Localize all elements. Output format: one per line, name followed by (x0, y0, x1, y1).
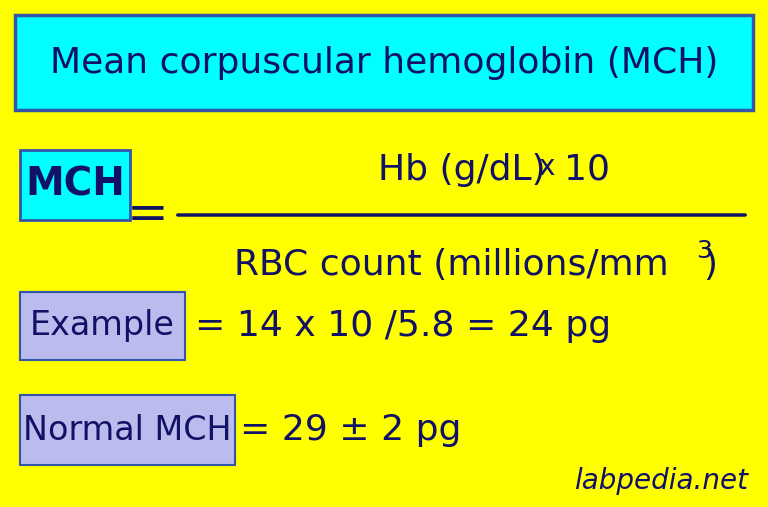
Text: 3: 3 (696, 239, 712, 263)
FancyBboxPatch shape (20, 150, 130, 220)
Text: ): ) (703, 248, 717, 282)
FancyBboxPatch shape (15, 15, 753, 110)
Text: Normal MCH: Normal MCH (23, 414, 232, 447)
Text: x: x (538, 153, 554, 181)
Text: 10: 10 (564, 153, 610, 187)
Text: = 29 ± 2 pg: = 29 ± 2 pg (240, 413, 462, 447)
Text: MCH: MCH (25, 166, 125, 204)
Text: RBC count (millions/mm: RBC count (millions/mm (234, 248, 669, 282)
Text: = 14 x 10 /5.8 = 24 pg: = 14 x 10 /5.8 = 24 pg (195, 309, 611, 343)
FancyBboxPatch shape (20, 292, 185, 360)
Text: Hb (g/dL): Hb (g/dL) (378, 153, 545, 187)
Text: labpedia.net: labpedia.net (574, 467, 748, 495)
FancyBboxPatch shape (20, 395, 235, 465)
Text: Example: Example (30, 309, 175, 343)
Text: =: = (127, 191, 169, 239)
Text: Mean corpuscular hemoglobin (MCH): Mean corpuscular hemoglobin (MCH) (50, 46, 718, 80)
